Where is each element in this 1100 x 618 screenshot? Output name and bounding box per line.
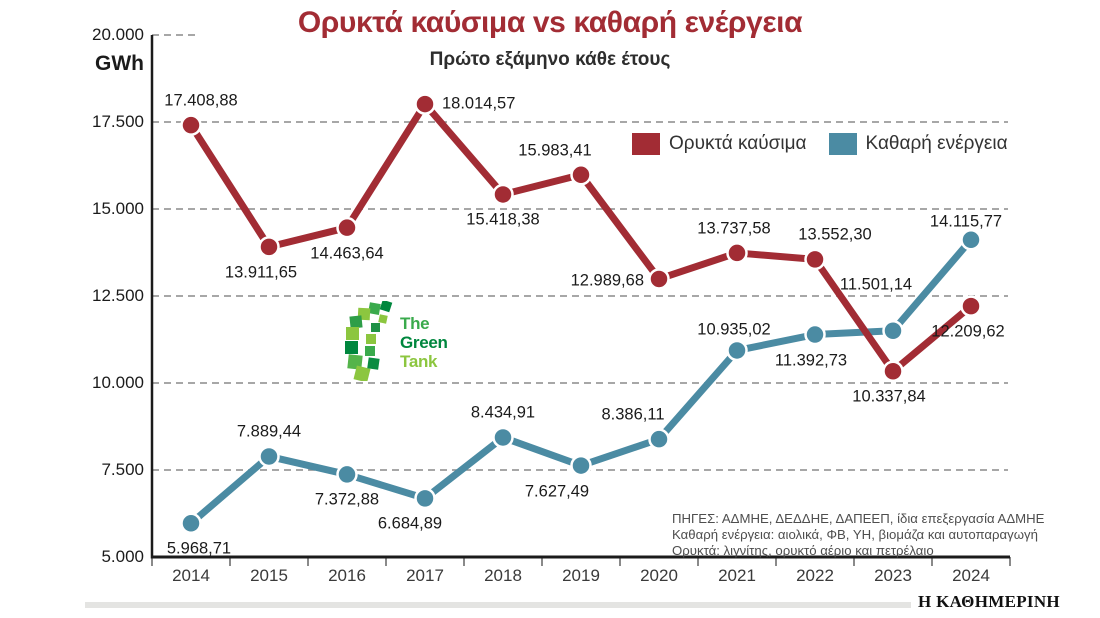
y-tick-label: 5.000 (101, 547, 144, 566)
data-marker (804, 248, 826, 271)
logo-text-tank: Tank (400, 352, 438, 371)
legend-label: Καθαρή ενέργεια (865, 133, 1008, 154)
logo-text-the: The (400, 314, 430, 333)
y-tick-label: 17.500 (92, 112, 144, 131)
y-axis-unit: GWh (95, 52, 144, 75)
point-label: 12.989,68 (570, 271, 644, 290)
data-marker (180, 114, 202, 136)
legend-swatch (632, 133, 660, 155)
y-tick-label: 10.000 (92, 373, 144, 392)
data-marker (804, 323, 826, 346)
year-label: 2024 (952, 566, 990, 585)
point-label: 12.209,62 (931, 322, 1005, 341)
green-tank-wordmark: The Green Tank (400, 314, 448, 381)
data-marker (336, 463, 358, 486)
data-marker (960, 295, 982, 317)
y-tick-label: 15.000 (92, 199, 144, 218)
point-label: 7.889,44 (236, 422, 302, 441)
point-label: 13.911,65 (224, 263, 298, 282)
legend-swatch (828, 133, 857, 155)
point-label: 7.627,49 (524, 482, 590, 501)
y-tick-label: 12.500 (92, 286, 144, 305)
point-label: 8.434,91 (470, 403, 536, 422)
data-marker (648, 428, 670, 450)
legend-item: Ορυκτά καύσιμα (632, 133, 807, 155)
year-label: 2020 (640, 566, 678, 585)
data-marker (492, 183, 514, 206)
legend: Ορυκτά καύσιμα Καθαρή ενέργεια (632, 133, 1008, 155)
year-label: 2016 (328, 566, 366, 585)
data-marker (726, 339, 748, 362)
data-marker (882, 320, 904, 342)
logo-text-green: Green (400, 333, 448, 352)
point-label: 6.684,89 (377, 514, 443, 533)
point-label: 7.372,88 (314, 490, 380, 509)
y-tick-label: 20.000 (92, 25, 144, 44)
chart-title: Ορυκτά καύσιμα vs καθαρή ενέργεια (297, 6, 803, 39)
legend-label: Ορυκτά καύσιμα (669, 133, 807, 154)
point-label: 14.115,77 (929, 212, 1003, 231)
point-label: 17.408,88 (164, 91, 238, 110)
source-note-line: Ορυκτά: λιγνίτης, ορυκτό αέριο και πετρέ… (672, 543, 934, 558)
source-note-line: ΠΗΓΕΣ: ΑΔΜΗΕ, ΔΕΔΔΗΕ, ΔΑΠΕΕΠ, ίδια επεξε… (672, 511, 1045, 526)
year-label: 2014 (172, 566, 210, 585)
point-label: 13.737,58 (697, 219, 771, 238)
point-label: 18.014,57 (442, 94, 516, 113)
data-marker (570, 454, 592, 477)
source-note-line: Καθαρή ενέργεια: αιολικά, ΦΒ, ΥΗ, βιομάζ… (672, 527, 1038, 542)
y-tick-label: 7.500 (101, 460, 144, 479)
point-label: 10.337,84 (852, 387, 926, 406)
publisher-brand: Η ΚΑΘΗΜΕΡΙΝΗ (918, 592, 1060, 611)
point-label: 11.501,14 (839, 275, 913, 294)
point-label: 13.552,30 (798, 225, 872, 244)
year-label: 2017 (406, 566, 444, 585)
point-label: 10.935,02 (697, 320, 771, 339)
data-marker (414, 487, 436, 510)
green-tank-squares-icon (345, 301, 393, 381)
data-marker (180, 512, 202, 535)
data-marker (492, 426, 514, 449)
data-marker (258, 236, 280, 258)
point-label: 11.392,73 (774, 351, 848, 370)
data-marker (648, 268, 670, 290)
point-label: 5.968,71 (166, 539, 232, 558)
source-notes: ΠΗΓΕΣ: ΑΔΜΗΕ, ΔΕΔΔΗΕ, ΔΑΠΕΕΠ, ίδια επεξε… (672, 511, 1044, 559)
data-marker (570, 164, 592, 186)
data-marker (258, 445, 280, 468)
data-marker (882, 360, 904, 382)
point-label: 8.386,11 (601, 405, 665, 424)
year-label: 2015 (250, 566, 288, 585)
point-label: 15.983,41 (518, 141, 592, 160)
data-marker (960, 229, 982, 251)
data-marker (336, 216, 358, 239)
green-tank-logo: The Green Tank (345, 301, 448, 381)
year-label: 2022 (796, 566, 834, 585)
point-label: 15.418,38 (466, 210, 540, 229)
year-label: 2021 (718, 566, 756, 585)
data-marker (726, 242, 748, 264)
year-label: 2023 (874, 566, 912, 585)
chart-subtitle: Πρώτο εξάμηνο κάθε έτους (429, 49, 671, 70)
point-label: 14.463,64 (310, 244, 384, 263)
year-label: 2018 (484, 566, 522, 585)
data-marker (414, 93, 436, 115)
year-label: 2019 (562, 566, 600, 585)
footer-divider-bar (85, 602, 911, 608)
legend-item: Καθαρή ενέργεια (828, 133, 1008, 155)
